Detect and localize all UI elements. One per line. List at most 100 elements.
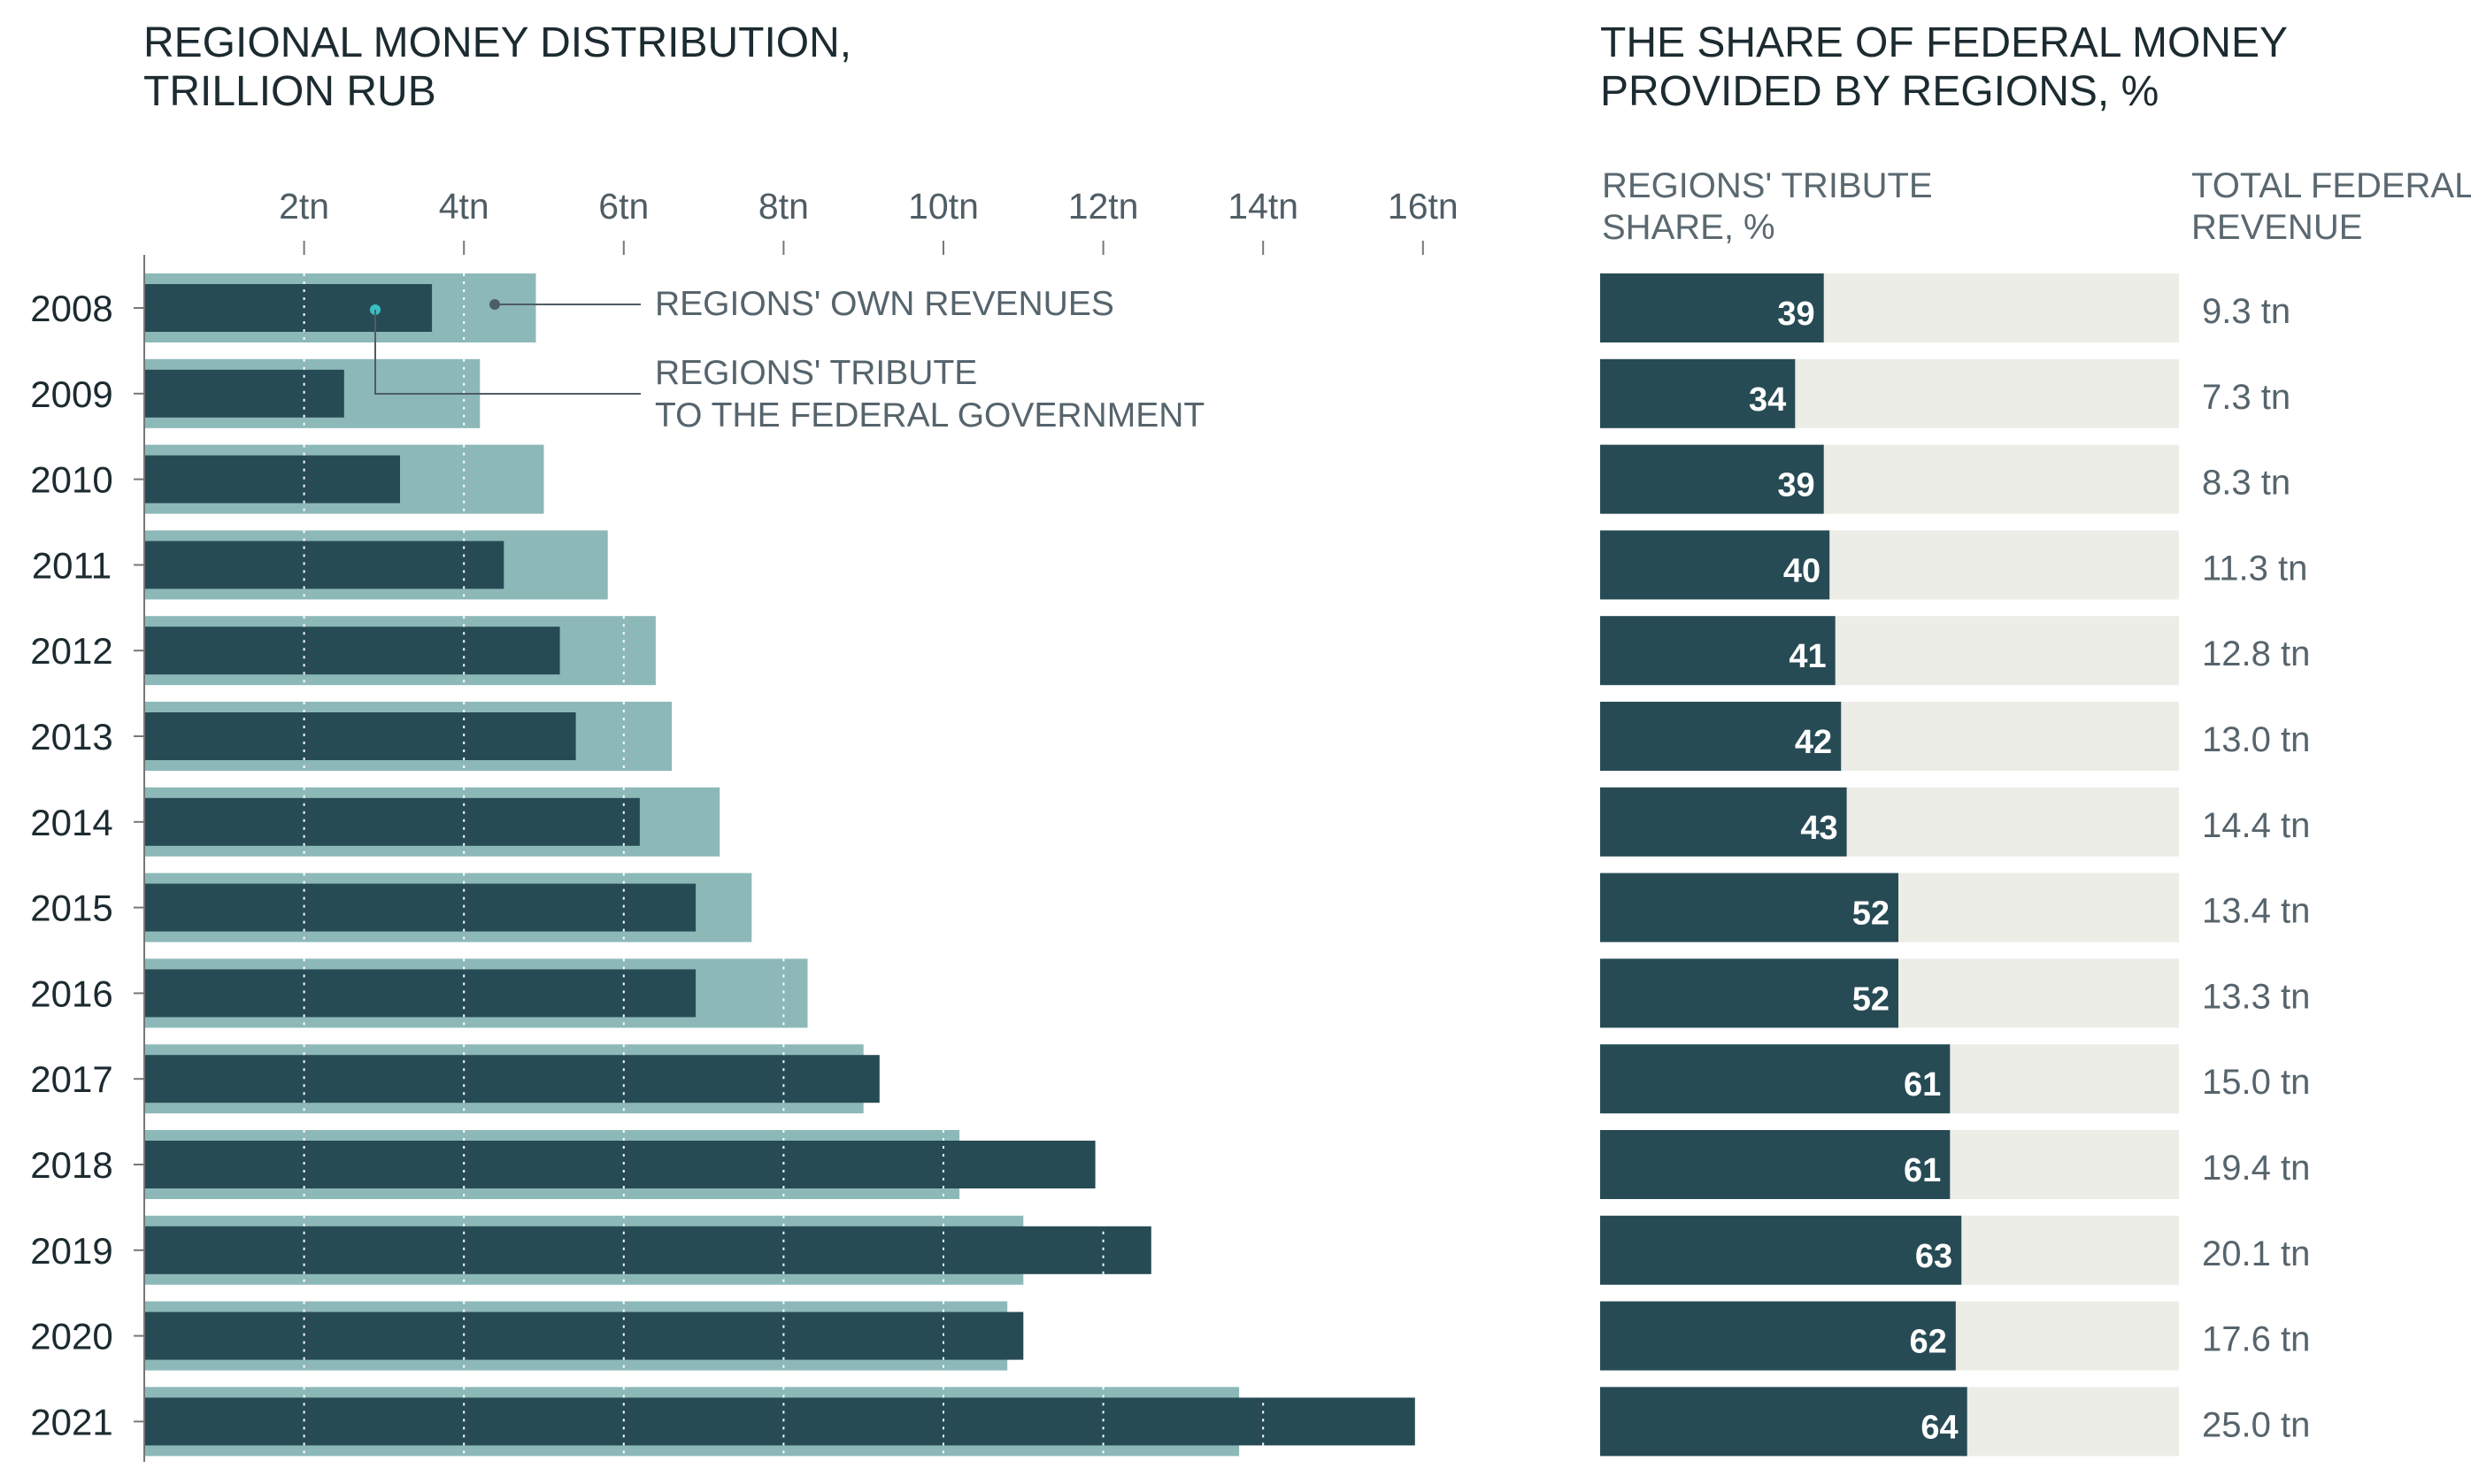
- share-value-2016: 52: [1852, 980, 1890, 1018]
- tribute-bar-2012: [144, 627, 560, 675]
- share-bar-2010: [1600, 444, 1824, 514]
- share-header-line2: SHARE, %: [1602, 208, 1775, 247]
- legend-annotations: REGIONS' OWN REVENUES REGIONS' TRIBUTE T…: [370, 285, 1205, 434]
- tribute-legend-label-line1: REGIONS' TRIBUTE: [655, 354, 977, 392]
- x-axis-ticks: 2tn 4tn 6tn 8tn 10tn 12tn 14tn 16tn: [279, 186, 1459, 255]
- revenue-header-line1: TOTAL FEDERAL: [2191, 166, 2471, 205]
- share-value-labels: 39 34 39 40 41 42 43 52 52 61 61 63 62 64: [1749, 296, 1959, 1446]
- own-revenues-series: [144, 273, 1240, 1457]
- share-bar-2014: [1600, 787, 1847, 857]
- total-revenue-2011: 11.3 tn: [2202, 549, 2307, 588]
- tribute-series: [144, 284, 1415, 1446]
- share-bar-2008: [1600, 273, 1824, 342]
- share-value-2017: 61: [1904, 1066, 1941, 1103]
- share-header-line1: REGIONS' TRIBUTE: [1602, 166, 1933, 205]
- year-label-2011: 2011: [32, 544, 112, 586]
- year-label-2012: 2012: [30, 630, 112, 672]
- year-label-2015: 2015: [30, 888, 112, 929]
- x-tick-label-2: 2tn: [279, 186, 329, 227]
- tribute-bar-2018: [144, 1141, 1096, 1188]
- total-revenue-2014: 14.4 tn: [2202, 806, 2310, 845]
- revenue-header-line2: REVENUE: [2191, 208, 2362, 247]
- tribute-bar-2011: [144, 541, 504, 589]
- total-revenue-2016: 13.3 tn: [2202, 977, 2310, 1016]
- tribute-legend-label-line2: TO THE FEDERAL GOVERNMENT: [655, 396, 1205, 434]
- tribute-bar-2014: [144, 797, 640, 846]
- share-value-2021: 64: [1921, 1409, 1958, 1446]
- share-bar-2018: [1600, 1130, 1951, 1199]
- tribute-bar-2010: [144, 455, 400, 504]
- share-value-2013: 42: [1795, 724, 1832, 761]
- year-label-2018: 2018: [30, 1144, 112, 1186]
- total-revenue-2009: 7.3 tn: [2202, 378, 2290, 417]
- year-labels: 2008 2009 2010 2011 2012 2013 2014 2015 2016 2017…: [30, 288, 144, 1442]
- tribute-bar-2019: [144, 1226, 1151, 1274]
- left-title-line1: REGIONAL MONEY DISTRIBUTION,: [143, 19, 851, 66]
- share-value-2010: 39: [1777, 467, 1814, 504]
- tribute-bar-2008: [144, 284, 433, 332]
- share-value-2008: 39: [1777, 296, 1814, 333]
- share-bar-2012: [1600, 616, 1836, 686]
- share-value-2011: 40: [1783, 552, 1821, 589]
- total-revenue-2018: 19.4 tn: [2202, 1149, 2310, 1188]
- total-revenue-2010: 8.3 tn: [2202, 464, 2290, 503]
- year-label-2016: 2016: [30, 973, 112, 1014]
- x-tick-label-16: 16tn: [1388, 186, 1459, 227]
- left-title-line2: TRILLION RUB: [143, 68, 436, 115]
- share-value-2015: 52: [1852, 896, 1890, 933]
- total-revenue-2013: 13.0 tn: [2202, 720, 2310, 759]
- gridlines: [303, 273, 1265, 1457]
- share-bar-2017: [1600, 1044, 1951, 1114]
- right-title-line1: THE SHARE OF FEDERAL MONEY: [1600, 19, 2288, 66]
- tribute-bar-2021: [144, 1397, 1415, 1446]
- share-value-2018: 61: [1904, 1152, 1941, 1189]
- share-value-2009: 34: [1749, 381, 1786, 419]
- total-revenue-2012: 12.8 tn: [2202, 634, 2310, 673]
- tribute-bar-2009: [144, 369, 344, 418]
- tribute-bar-2013: [144, 712, 576, 760]
- share-value-2019: 63: [1915, 1238, 1952, 1275]
- share-bar-2019: [1600, 1215, 1962, 1285]
- x-tick-label-14: 14tn: [1228, 186, 1298, 227]
- tribute-bar-2015: [144, 883, 697, 932]
- x-tick-label-10: 10tn: [908, 186, 979, 227]
- tribute-bar-2017: [144, 1055, 880, 1103]
- x-tick-label-4: 4tn: [439, 186, 489, 227]
- total-revenue-2020: 17.6 tn: [2202, 1320, 2310, 1359]
- year-label-2020: 2020: [30, 1316, 112, 1357]
- year-label-2021: 2021: [30, 1401, 112, 1442]
- year-label-2010: 2010: [30, 459, 112, 501]
- x-tick-label-12: 12tn: [1068, 186, 1139, 227]
- year-label-2019: 2019: [30, 1230, 112, 1272]
- total-revenue-2008: 9.3 tn: [2202, 292, 2290, 331]
- year-label-2009: 2009: [30, 373, 112, 415]
- x-tick-label-8: 8tn: [758, 186, 809, 227]
- share-bar-2013: [1600, 702, 1842, 771]
- share-value-2020: 62: [1910, 1324, 1947, 1361]
- year-label-2017: 2017: [30, 1058, 112, 1100]
- total-revenue-2019: 20.1 tn: [2202, 1234, 2310, 1273]
- share-value-2014: 43: [1800, 810, 1837, 847]
- own-revenues-legend-label: REGIONS' OWN REVENUES: [655, 285, 1114, 323]
- year-label-2008: 2008: [30, 288, 112, 329]
- total-revenue-labels: 9.3 tn 7.3 tn 8.3 tn 11.3 tn 12.8 tn 13.0 tn 1…: [2202, 292, 2310, 1444]
- share-value-2012: 41: [1789, 638, 1826, 675]
- total-revenue-2015: 13.4 tn: [2202, 892, 2310, 931]
- x-tick-label-6: 6tn: [598, 186, 649, 227]
- year-label-2013: 2013: [30, 716, 112, 757]
- share-bar-2015: [1600, 873, 1898, 942]
- share-bar-2011: [1600, 530, 1830, 600]
- share-bar-2020: [1600, 1301, 1956, 1371]
- share-bar-2009: [1600, 358, 1796, 428]
- share-bar-2021: [1600, 1387, 1967, 1457]
- tribute-leader-line: [374, 310, 641, 395]
- total-revenue-2017: 15.0 tn: [2202, 1063, 2310, 1102]
- tribute-bar-2020: [144, 1311, 1024, 1360]
- share-series: [1600, 273, 1967, 1457]
- total-revenue-2021: 25.0 tn: [2202, 1405, 2310, 1444]
- right-title-line2: PROVIDED BY REGIONS, %: [1600, 68, 2159, 115]
- share-bar-2016: [1600, 958, 1898, 1028]
- year-label-2014: 2014: [30, 802, 112, 843]
- tribute-bar-2016: [144, 969, 697, 1018]
